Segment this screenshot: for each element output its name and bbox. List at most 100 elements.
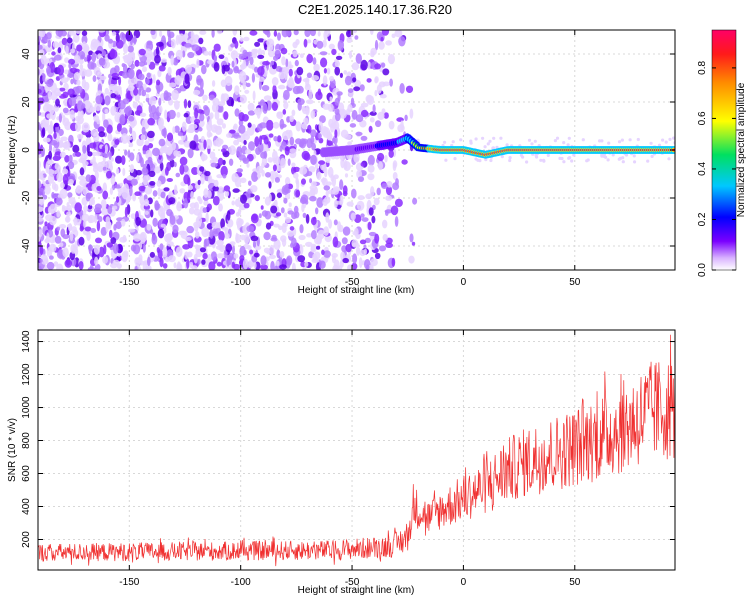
noise-speck [298, 234, 306, 241]
noise-speck [401, 159, 408, 165]
noise-speck [164, 257, 171, 262]
noise-speck [263, 231, 271, 241]
noise-speck [387, 54, 395, 65]
noise-speck [469, 141, 473, 145]
noise-speck [68, 154, 73, 163]
noise-speck [94, 102, 102, 112]
snr-y-axis-label: SNR (10 * v/v) [7, 418, 18, 482]
noise-speck [218, 203, 223, 212]
noise-speck [196, 58, 200, 68]
noise-speck [151, 234, 158, 245]
noise-speck [272, 164, 277, 172]
noise-speck [123, 43, 129, 54]
noise-speck [283, 212, 288, 218]
noise-speck [657, 143, 662, 147]
noise-speck [218, 231, 225, 242]
noise-speck [291, 109, 296, 117]
noise-speck [349, 50, 352, 59]
noise-speck [585, 159, 589, 163]
noise-speck [326, 67, 331, 75]
noise-speck [376, 187, 381, 196]
noise-speck [96, 119, 101, 125]
noise-speck [280, 47, 288, 55]
noise-speck [632, 154, 636, 158]
noise-speck [98, 246, 105, 258]
noise-speck [558, 156, 562, 160]
noise-speck [208, 174, 213, 186]
noise-speck [254, 66, 259, 73]
noise-speck [271, 77, 279, 86]
noise-speck [91, 51, 97, 63]
noise-speck [40, 254, 49, 265]
noise-speck [165, 232, 173, 242]
noise-speck [139, 112, 147, 118]
noise-speck [276, 111, 284, 119]
noise-speck [281, 224, 287, 234]
noise-speck [310, 110, 316, 119]
noise-speck [628, 138, 632, 142]
noise-speck [293, 172, 299, 179]
noise-speck [381, 30, 390, 36]
noise-speck [264, 196, 271, 206]
noise-speck [310, 154, 317, 165]
noise-speck [57, 64, 65, 76]
noise-speck [46, 113, 54, 119]
noise-speck [400, 120, 404, 131]
noise-speck [110, 48, 116, 59]
noise-speck [163, 187, 170, 192]
noise-speck [69, 67, 78, 74]
noise-speck [320, 163, 325, 171]
noise-speck [372, 104, 376, 114]
noise-speck [198, 198, 203, 205]
noise-speck [38, 153, 42, 159]
noise-speck [68, 223, 73, 232]
noise-speck [620, 138, 625, 142]
noise-speck [217, 104, 224, 113]
noise-speck [276, 135, 282, 143]
noise-speck [138, 48, 146, 56]
noise-speck [199, 113, 205, 122]
noise-speck [157, 69, 162, 78]
noise-speck [384, 155, 388, 163]
noise-speck [40, 119, 46, 129]
noise-speck [388, 120, 395, 130]
noise-speck [130, 63, 135, 70]
noise-speck [380, 37, 384, 42]
noise-speck [295, 138, 302, 145]
noise-speck [79, 225, 84, 232]
noise-speck [258, 79, 262, 91]
noise-speck [117, 94, 121, 103]
noise-speck [145, 265, 149, 270]
noise-speck [194, 107, 199, 119]
noise-speck [288, 82, 295, 89]
noise-speck [154, 166, 161, 174]
noise-speck [232, 30, 238, 36]
noise-speck [228, 158, 234, 166]
noise-speck [231, 60, 235, 68]
noise-speck [323, 185, 331, 191]
noise-speck [316, 171, 322, 181]
noise-speck [222, 123, 226, 129]
noise-speck [274, 177, 280, 183]
noise-speck [152, 74, 156, 84]
noise-speck [305, 99, 314, 105]
noise-speck [106, 170, 112, 179]
noise-speck [199, 166, 205, 172]
noise-speck [357, 195, 365, 201]
noise-speck [258, 101, 266, 106]
noise-speck [444, 158, 448, 162]
noise-speck [284, 145, 290, 156]
noise-speck [316, 40, 324, 49]
noise-speck [159, 161, 164, 172]
noise-speck [102, 256, 108, 264]
noise-speck [388, 149, 394, 158]
colorbar-tick-label: 0.4 [697, 162, 708, 176]
noise-speck [46, 66, 51, 75]
noise-speck [287, 230, 294, 237]
noise-speck [38, 166, 41, 178]
noise-speck [93, 244, 100, 255]
noise-speck [168, 82, 177, 88]
noise-speck [505, 143, 509, 147]
noise-speck [156, 180, 162, 188]
noise-speck [305, 214, 310, 224]
